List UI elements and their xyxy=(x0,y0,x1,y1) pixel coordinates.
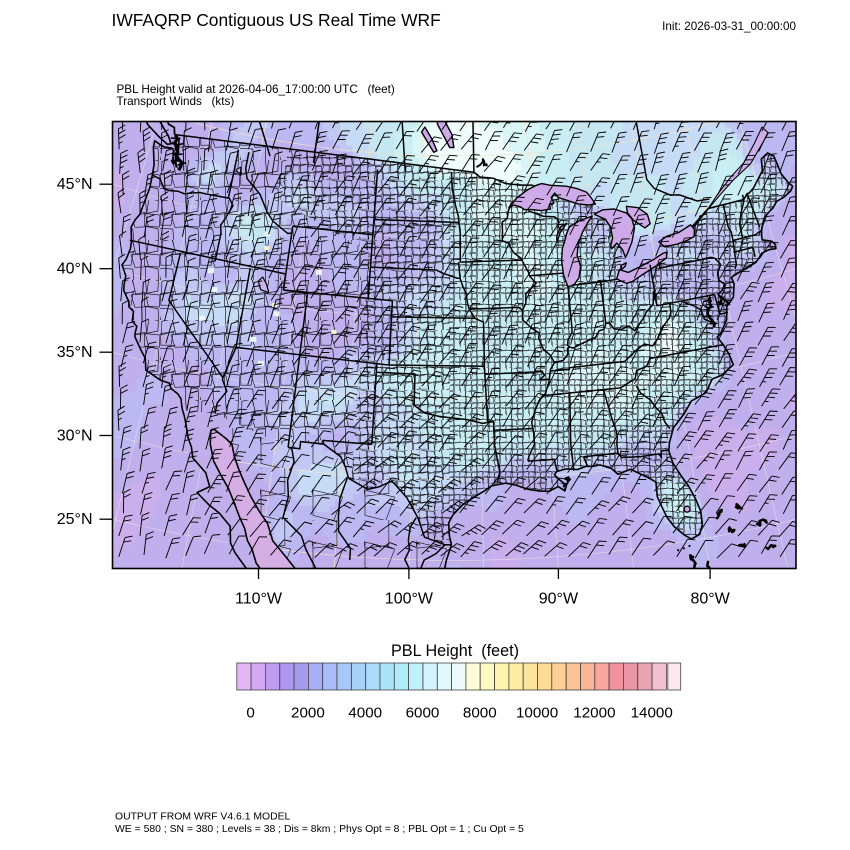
svg-text:80°W: 80°W xyxy=(690,591,730,608)
svg-text:0: 0 xyxy=(246,705,254,722)
svg-text:30°N: 30°N xyxy=(57,428,93,445)
svg-text:8000: 8000 xyxy=(463,705,497,722)
svg-text:2000: 2000 xyxy=(291,705,325,722)
svg-text:110°W: 110°W xyxy=(235,591,283,608)
svg-text:10000: 10000 xyxy=(516,705,558,722)
svg-text:WE = 580 ; SN = 380 ; Levels =: WE = 580 ; SN = 380 ; Levels = 38 ; Dis … xyxy=(115,824,524,835)
svg-text:4000: 4000 xyxy=(348,705,382,722)
svg-text:12000: 12000 xyxy=(573,705,615,722)
svg-text:6000: 6000 xyxy=(406,705,440,722)
svg-text:PBL Height valid at 2026-04-06: PBL Height valid at 2026-04-06_17:00:00 … xyxy=(117,83,395,96)
svg-text:Transport Winds (kts): Transport Winds (kts) xyxy=(117,95,235,108)
svg-text:40°N: 40°N xyxy=(57,261,93,278)
svg-text:90°W: 90°W xyxy=(539,591,579,608)
svg-text:OUTPUT FROM WRF V4.6.1 MODEL: OUTPUT FROM WRF V4.6.1 MODEL xyxy=(115,812,291,823)
svg-text:25°N: 25°N xyxy=(57,511,93,528)
svg-text:100°W: 100°W xyxy=(385,591,434,608)
svg-text:14000: 14000 xyxy=(631,705,673,722)
svg-text:IWFAQRP Contiguous US Real Tim: IWFAQRP Contiguous US Real Time WRF xyxy=(112,10,441,30)
svg-text:Init: 2026-03-31_00:00:00: Init: 2026-03-31_00:00:00 xyxy=(662,20,796,33)
svg-text:45°N: 45°N xyxy=(57,176,93,193)
svg-text:PBL Height (feet): PBL Height (feet) xyxy=(391,642,519,660)
svg-text:35°N: 35°N xyxy=(57,344,93,361)
